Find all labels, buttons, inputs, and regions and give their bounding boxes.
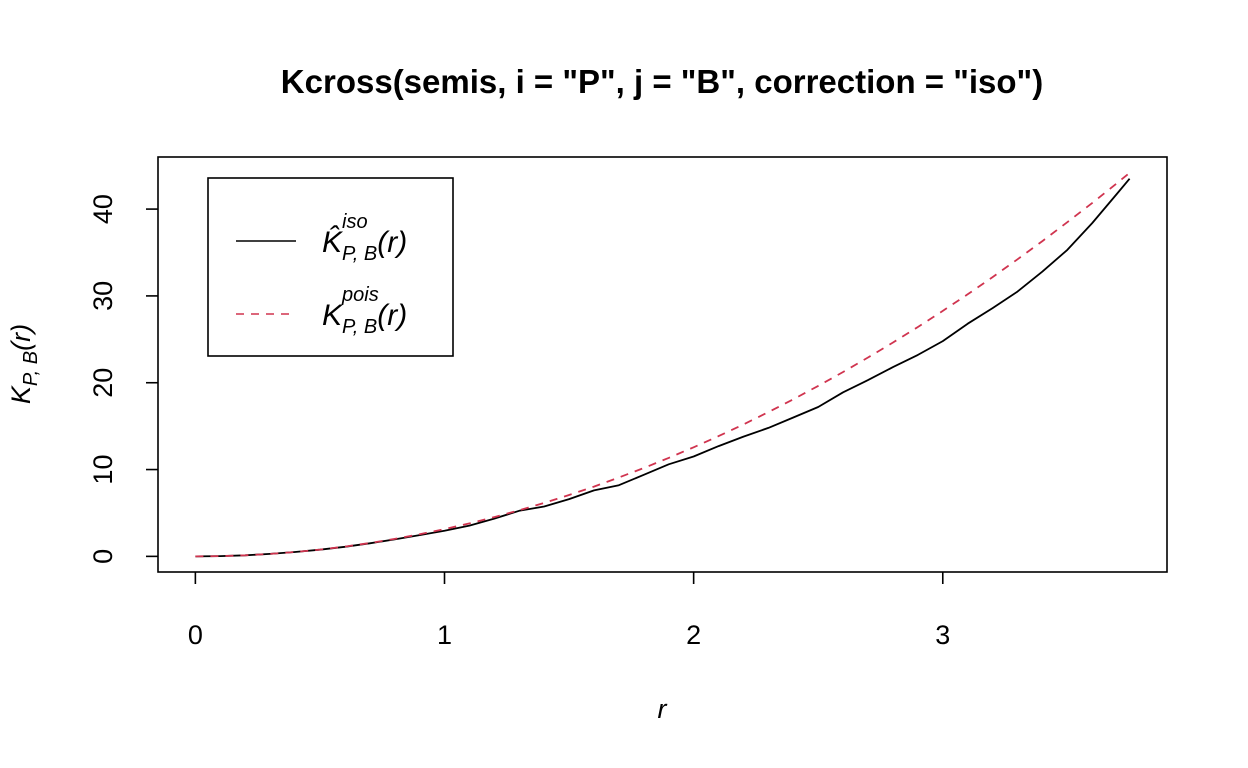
y-axis-label-main: K — [6, 385, 36, 404]
legend-label-0-arg: (r) — [377, 226, 407, 259]
x-tick-label-1: 1 — [437, 620, 452, 650]
chart-title: Kcross(semis, i = "P", j = "B", correcti… — [281, 63, 1043, 100]
y-axis-label-arg: (r) — [6, 324, 36, 351]
legend-label-1-sub: P, B — [342, 316, 377, 338]
legend-label-0-sup: iso — [342, 211, 368, 233]
y-axis: 0 10 20 30 40 — [88, 194, 158, 564]
y-tick-label-3: 30 — [88, 281, 118, 311]
x-tick-label-0: 0 — [188, 620, 203, 650]
y-axis-label: KP, B(r) — [6, 324, 42, 404]
y-tick-label-1: 10 — [88, 455, 118, 485]
legend-label-1-arg: (r) — [377, 299, 407, 332]
y-axis-label-sub: P, B — [20, 351, 42, 386]
y-tick-label-0: 0 — [88, 549, 118, 564]
y-tick-label-2: 20 — [88, 368, 118, 398]
x-tick-label-2: 2 — [686, 620, 701, 650]
legend: K̂iso P, B(r) Kpois P, B(r) — [208, 178, 453, 356]
svg-text:KP, B(r): KP, B(r) — [6, 324, 42, 404]
x-axis-label: r — [658, 694, 668, 724]
x-tick-label-3: 3 — [935, 620, 950, 650]
legend-label-1-sup: pois — [341, 284, 379, 306]
x-axis: 0 1 2 3 — [188, 572, 950, 650]
legend-label-0-main: K̂ — [322, 226, 344, 259]
legend-label-0-sub: P, B — [342, 243, 377, 265]
y-tick-label-4: 40 — [88, 194, 118, 224]
legend-label-1-main: K — [322, 299, 344, 332]
